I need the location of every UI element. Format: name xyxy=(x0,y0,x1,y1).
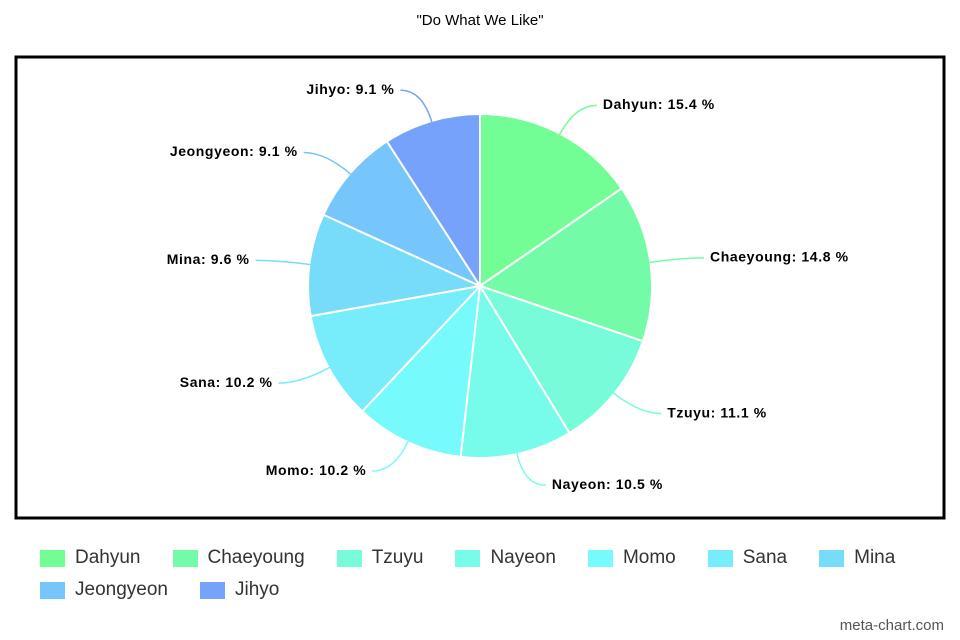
data-label: Chaeyoung: 14.8 % xyxy=(710,249,849,265)
leader-line xyxy=(255,259,312,266)
watermark: meta-chart.com xyxy=(839,617,944,634)
plot-frame xyxy=(14,55,946,520)
data-label: Dahyun: 15.4 % xyxy=(603,96,715,112)
leader-line xyxy=(278,366,331,384)
legend-item: Momo xyxy=(587,546,676,570)
data-label: Nayeon: 10.5 % xyxy=(552,476,663,492)
legend-swatch xyxy=(455,549,481,567)
legend-item: Nayeon xyxy=(455,546,556,570)
legend: Dahyun Chaeyoung Tzuyu Nayeon Momo Sana Mina Je… xyxy=(40,546,940,602)
legend-item: Chaeyoung xyxy=(172,546,305,570)
legend-swatch xyxy=(40,549,65,567)
data-label: Tzuyu: 11.1 % xyxy=(667,404,767,420)
legend-label: Tzuyu xyxy=(371,547,424,568)
data-label: Jihyo: 9.1 % xyxy=(306,81,394,97)
chart-title: "Do What We Like" xyxy=(416,12,543,29)
data-label: Sana: 10.2 % xyxy=(180,374,273,390)
legend-item: Sana xyxy=(707,546,788,570)
legend-label: Nayeon xyxy=(490,547,556,568)
leader-line xyxy=(612,391,662,415)
legend-item: Mina xyxy=(819,546,895,570)
legend-item: Jeongyeon xyxy=(40,578,168,602)
chart: "Do What We Like" Dahyun: 15.4 % Chaeyoun… xyxy=(14,12,946,520)
legend-label: Mina xyxy=(854,547,896,568)
data-label: Mina: 9.6 % xyxy=(167,251,250,267)
data-label: Momo: 10.2 % xyxy=(266,462,367,478)
leader-line xyxy=(303,151,352,176)
legend-label: Sana xyxy=(742,547,788,568)
data-label: Jeongyeon: 9.1 % xyxy=(170,143,298,159)
leader-line xyxy=(558,104,597,136)
legend-swatch xyxy=(199,581,225,599)
legend-item: Dahyun xyxy=(40,546,141,570)
leader-line xyxy=(648,257,705,264)
legend-swatch xyxy=(707,549,733,567)
legend-swatch xyxy=(587,549,613,567)
legend-swatch xyxy=(172,549,198,567)
legend-swatch xyxy=(40,581,65,599)
legend-item: Jihyo xyxy=(199,578,280,602)
legend-swatch xyxy=(819,549,845,567)
leader-line xyxy=(372,439,410,472)
legend-item: Tzuyu xyxy=(336,546,424,570)
legend-label: Jihyo xyxy=(234,579,280,600)
legend-label: Dahyun xyxy=(75,547,141,568)
legend-swatch xyxy=(336,549,362,567)
legend-label: Chaeyoung xyxy=(207,547,305,568)
leader-line xyxy=(515,451,546,486)
legend-label: Jeongyeon xyxy=(75,579,168,600)
leader-line xyxy=(400,89,433,124)
legend-label: Momo xyxy=(622,547,676,568)
